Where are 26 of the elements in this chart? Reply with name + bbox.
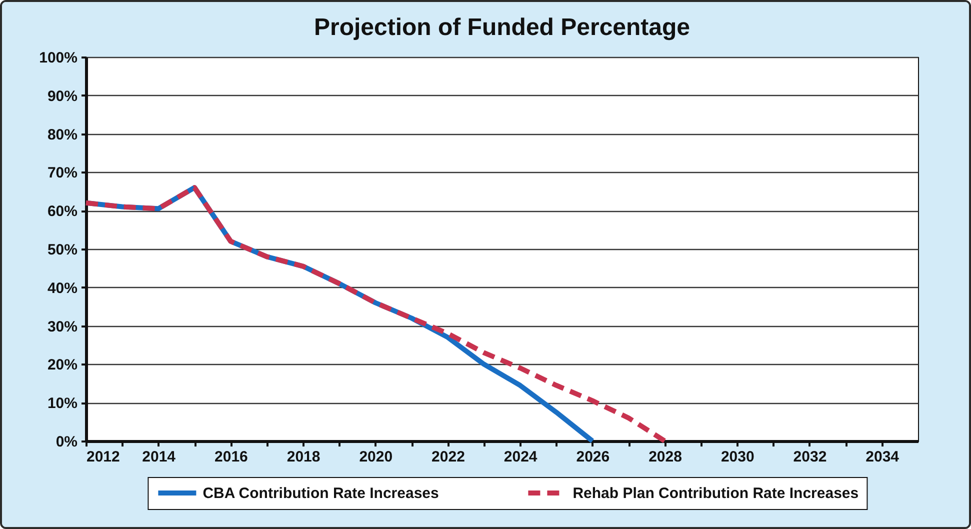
x-tick-label: 2022 <box>432 448 465 466</box>
y-tick-label: 0% <box>56 434 78 450</box>
legend-label: CBA Contribution Rate Increases <box>202 485 439 502</box>
y-tick-label: 60% <box>47 203 78 220</box>
x-tick-label: 2034 <box>866 448 900 466</box>
x-tick-label: 2026 <box>576 448 610 466</box>
y-tick-label: 40% <box>47 280 78 297</box>
chart-title: Projection of Funded Percentage <box>314 14 690 41</box>
y-tick-label: 100% <box>39 50 78 66</box>
y-tick-label: 20% <box>47 356 78 374</box>
x-tick-label: 2024 <box>504 448 538 466</box>
y-tick-label: 30% <box>47 318 78 336</box>
y-tick-label: 80% <box>47 126 78 144</box>
y-tick-label: 10% <box>47 395 78 412</box>
y-tick-label: 50% <box>47 242 78 258</box>
x-tick-label: 2016 <box>214 448 248 466</box>
x-tick-label: 2032 <box>793 448 827 466</box>
y-tick-label: 70% <box>47 164 78 182</box>
y-tick-label: 90% <box>47 88 78 105</box>
x-tick-label: 2020 <box>359 448 393 466</box>
x-tick-label: 2028 <box>648 448 682 466</box>
legend-label: Rehab Plan Contribution Rate Increases <box>572 485 859 502</box>
x-tick-label: 2012 <box>86 448 120 466</box>
x-tick-label: 2018 <box>286 448 320 466</box>
x-tick-label: 2014 <box>142 448 176 466</box>
x-tick-label: 2030 <box>720 448 754 466</box>
